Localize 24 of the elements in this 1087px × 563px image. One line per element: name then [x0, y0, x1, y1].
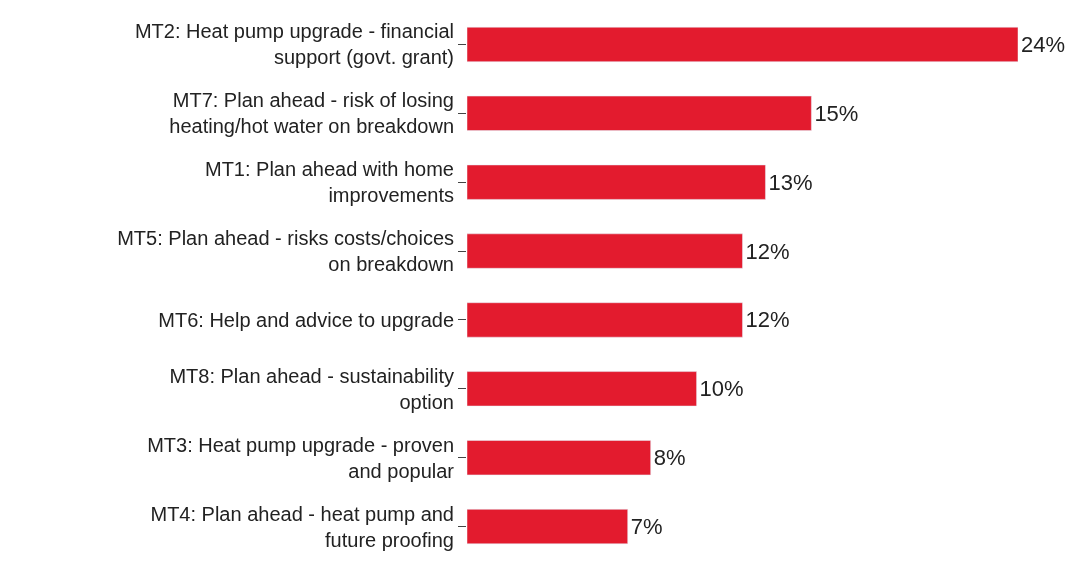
data-label: 7%: [630, 514, 663, 540]
y-tick-label: MT5: Plan ahead - risks costs/choices on breakdown: [117, 227, 454, 276]
data-label: 8%: [653, 445, 686, 471]
data-label: 24%: [1021, 31, 1066, 57]
bar: [467, 233, 743, 269]
data-label: 12%: [745, 307, 790, 333]
bar: [467, 371, 697, 407]
data-label: 13%: [768, 169, 813, 195]
bar: [467, 164, 766, 200]
data-label: 15%: [814, 100, 859, 126]
data-label: 12%: [745, 238, 790, 264]
y-tick-label: MT7: Plan ahead - risk of losing heating/hot water on breakdown: [169, 89, 454, 138]
y-tick-label: MT4: Plan ahead - heat pump and future proofing: [150, 502, 454, 551]
bar: [467, 509, 628, 545]
bar: [467, 440, 651, 476]
bar: [467, 95, 812, 131]
data-label: 10%: [699, 376, 744, 402]
bar: [467, 302, 743, 338]
y-tick-label: MT1: Plan ahead with home improvements: [204, 158, 454, 207]
y-tick-label: MT6: Help and advice to upgrade: [158, 308, 454, 331]
y-tick-label: MT3: Heat pump upgrade - proven and popular: [147, 433, 455, 482]
bar: [467, 26, 1018, 62]
y-tick-label: MT8: Plan ahead - sustainability option: [169, 364, 454, 413]
y-tick-label: MT2: Heat pump upgrade - financial support (govt. grant): [134, 20, 454, 69]
